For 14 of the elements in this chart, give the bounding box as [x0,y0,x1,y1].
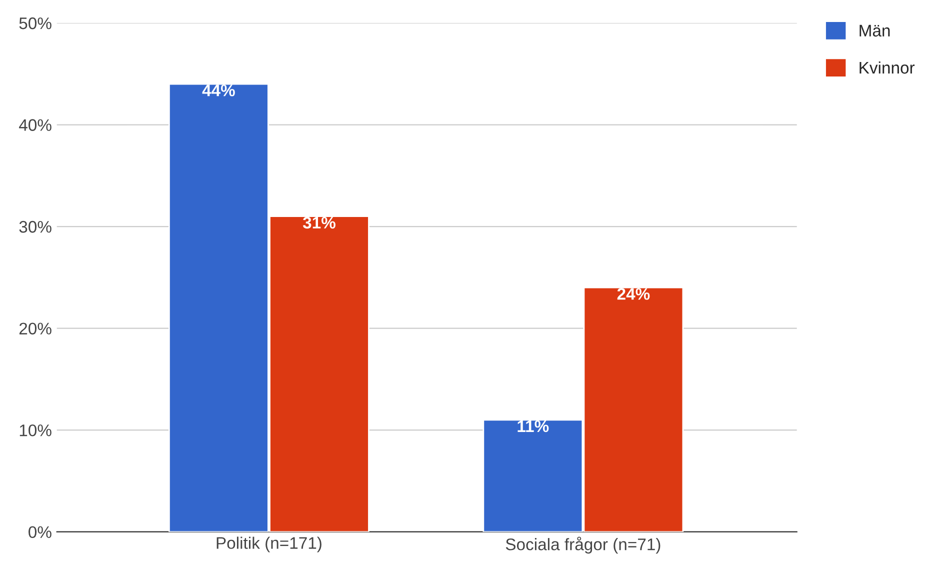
data-label: 24% [617,288,650,300]
y-tick-label: 30% [19,220,52,233]
legend-label: Män [860,24,890,37]
data-label: 44% [202,84,235,96]
data-label: 31% [302,216,336,229]
y-tick-label: 40% [19,119,52,131]
data-label: 11% [518,420,549,432]
x-tick-label: Sociala frågor (n=71) [506,536,660,554]
y-tick-label: 10% [20,424,52,436]
y-tick-label: 50% [19,17,52,30]
y-tick-label: 0% [28,526,52,538]
x-tick-label: Politik (n=171) [216,536,322,552]
y-tick-label: 20% [19,322,52,334]
legend-label: Kvinnor [860,61,915,74]
